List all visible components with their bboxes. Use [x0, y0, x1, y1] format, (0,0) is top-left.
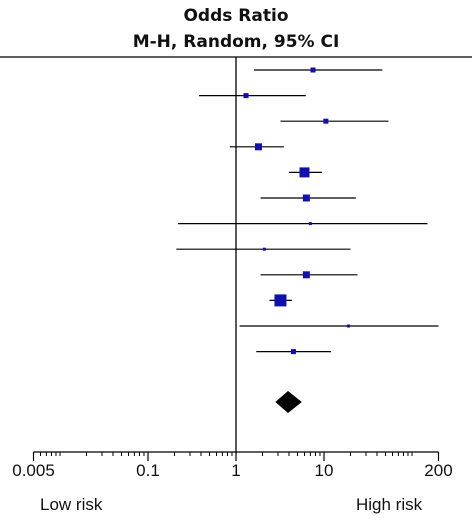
effect-square: [274, 294, 287, 307]
effect-square: [302, 194, 310, 202]
effect-square: [302, 271, 310, 279]
chart-subtitle: M-H, Random, 95% CI: [132, 32, 340, 52]
effect-square: [262, 247, 266, 251]
low-risk-label: Low risk: [40, 495, 103, 514]
effect-square: [299, 167, 310, 178]
x-axis-tick-label: 0.005: [12, 461, 55, 480]
x-axis-tick-label: 0.1: [136, 461, 160, 480]
x-axis-tick-label: 1: [231, 461, 240, 480]
x-axis-tick-label: 200: [424, 461, 452, 480]
effect-square: [243, 93, 249, 99]
pooled-diamond: [275, 391, 302, 413]
x-axis-tick-label: 10: [315, 461, 334, 480]
effect-square: [254, 143, 262, 151]
effect-square: [310, 67, 316, 73]
effect-square: [290, 349, 296, 355]
high-risk-label: High risk: [356, 495, 423, 514]
chart-title: Odds Ratio: [183, 6, 289, 26]
effect-square: [347, 324, 351, 328]
effect-square: [323, 118, 329, 124]
effect-square: [308, 222, 312, 226]
